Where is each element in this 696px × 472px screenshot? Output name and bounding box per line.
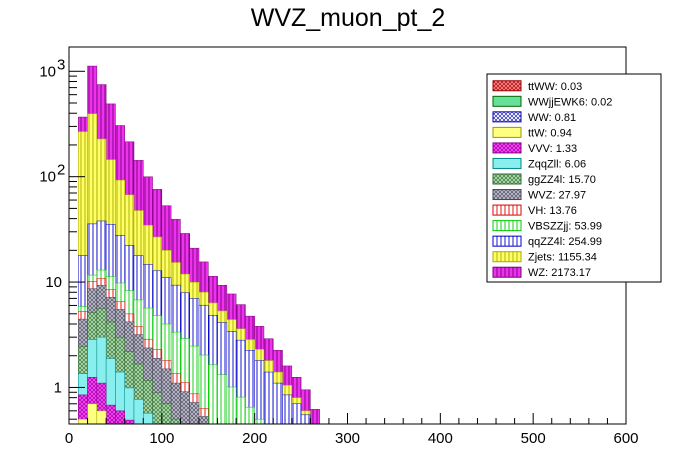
bar-ZqqZll-60 <box>124 387 135 425</box>
bar-qqZZ4l-210 <box>263 371 274 425</box>
bar-ttW-10 <box>78 418 88 425</box>
bar-ggZZ4l-100 <box>161 403 172 425</box>
legend-swatch-WVZ <box>492 189 522 201</box>
legend-label-ggZZ4l: ggZZ4l: 15.70 <box>528 174 596 186</box>
bar-VBSZZjj-190 <box>245 406 255 425</box>
legend-swatch-ggZZ4l <box>492 173 522 185</box>
bar-WVZ-120 <box>180 391 190 425</box>
legend-label-WW: WW: 0.81 <box>528 112 576 124</box>
legend-label-VVV: VVV: 1.33 <box>528 143 577 155</box>
y-tick-exponent: 2 <box>57 162 65 179</box>
x-tick-label: 500 <box>521 430 546 447</box>
legend-label-qqZZ4l: qqZZ4l: 254.99 <box>528 236 602 248</box>
y-tick-label: 10 <box>39 169 56 186</box>
bar-VBSZZjj-180 <box>235 396 246 425</box>
x-tick-label: 600 <box>613 430 638 447</box>
bar-ttW-30 <box>96 410 107 425</box>
legend-swatch-VBSZZjj <box>492 220 522 232</box>
legend-swatch-WZ <box>492 266 522 278</box>
bar-VVV-40 <box>105 404 116 425</box>
legend-swatch-Zjets <box>492 251 522 263</box>
bar-VBSZZjj-150 <box>208 364 218 425</box>
y-tick-exponent: 3 <box>57 56 65 73</box>
bar-ggZZ4l-110 <box>170 418 181 425</box>
legend-label-ttW: ttW: 0.94 <box>528 127 572 139</box>
legend-label-WVZ: WVZ: 27.97 <box>528 190 586 202</box>
x-tick-label: 300 <box>335 430 360 447</box>
legend-swatch-WW <box>492 111 522 123</box>
legend-swatch-VH <box>492 204 522 216</box>
bar-WVZ-130 <box>189 402 200 425</box>
bar-WZ-260 <box>310 409 320 425</box>
x-tick-label: 100 <box>149 430 174 447</box>
bar-VBSZZjj-160 <box>217 374 228 425</box>
bar-VBSZZjj-200 <box>254 418 265 425</box>
legend-label-VBSZZjj: VBSZZjj: 53.99 <box>528 221 602 233</box>
bar-VBSZZjj-170 <box>226 386 237 425</box>
legend: ttWW: 0.03 WWjjEWK6: 0.02 WW: 0.81 ttW: 0.9… <box>486 73 662 283</box>
legend-swatch-WWjjEWK6 <box>492 95 522 107</box>
bar-ggZZ4l-90 <box>152 392 163 425</box>
legend-label-ZqqZll: ZqqZll: 6.06 <box>528 158 586 170</box>
bar-qqZZ4l-250 <box>300 414 311 425</box>
bar-VVV-60 <box>124 419 135 425</box>
bar-WVZ-110 <box>170 382 181 425</box>
legend-swatch-qqZZ4l <box>492 235 522 247</box>
legend-swatch-ttW <box>492 126 522 138</box>
legend-label-Zjets: Zjets: 1155.34 <box>528 252 597 264</box>
legend-label-VH: VH: 13.76 <box>528 205 577 217</box>
bar-qqZZ4l-220 <box>272 382 283 425</box>
legend-swatch-VVV <box>492 142 522 154</box>
y-tick-label: 1 <box>54 379 62 396</box>
bar-VVV-50 <box>115 410 125 425</box>
histogram-bars <box>78 65 320 425</box>
y-tick-label: 10 <box>45 274 62 291</box>
bar-qqZZ4l-230 <box>282 394 293 425</box>
x-tick-label: 400 <box>428 430 453 447</box>
legend-label-ttWW: ttWW: 0.03 <box>528 81 582 93</box>
y-tick-label: 10 <box>39 63 56 80</box>
bar-ttW-20 <box>87 403 98 425</box>
x-tick-label: 0 <box>65 430 73 447</box>
bar-qqZZ4l-200 <box>254 360 265 425</box>
legend-swatch-ZqqZll <box>492 157 522 169</box>
legend-label-WZ: WZ: 2173.17 <box>528 267 591 279</box>
legend-swatch-ttWW <box>492 80 522 92</box>
bar-ZqqZll-70 <box>133 399 144 425</box>
legend-label-WWjjEWK6: WWjjEWK6: 0.02 <box>528 96 612 108</box>
chart-title: WVZ_muon_pt_2 <box>251 4 446 32</box>
bar-WVZ-140 <box>198 416 209 425</box>
x-tick-label: 200 <box>242 430 267 447</box>
bar-qqZZ4l-240 <box>291 403 302 425</box>
bar-ZqqZll-80 <box>143 412 153 425</box>
